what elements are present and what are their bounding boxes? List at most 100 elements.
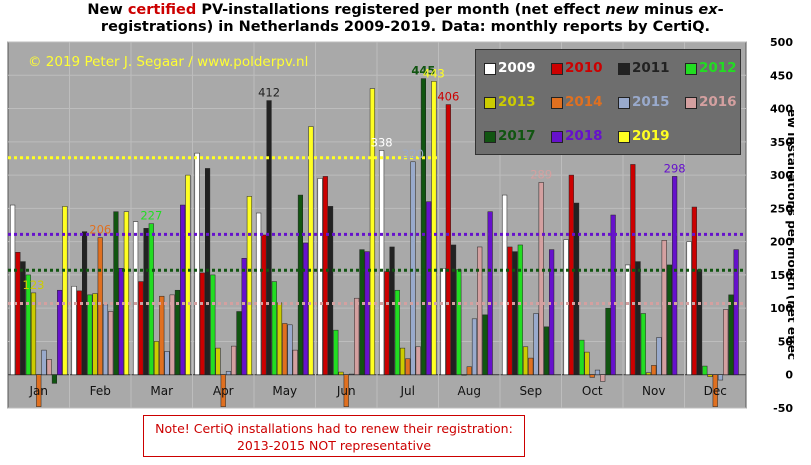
y-tick-label-100: 100	[770, 302, 793, 315]
bar-2009-Feb	[71, 285, 77, 375]
bar-2012-Jul	[394, 289, 400, 375]
bar-2016-Jul	[415, 346, 421, 375]
bar-2014-May	[282, 323, 288, 375]
bar-2017-Jan	[51, 374, 57, 384]
legend-swatch-2011	[618, 63, 630, 75]
y-axis-label: New installations per month (net effect)	[785, 110, 794, 360]
bar-2013-Jun	[338, 371, 344, 375]
svg-text:New installations per month (n: New installations per month (net effect)	[785, 110, 794, 360]
legend-swatch-2017	[484, 131, 496, 143]
bar-2014-Jul	[405, 358, 411, 375]
data-label-2018-Nov: 298	[664, 161, 686, 175]
legend-label-2013: 2013	[498, 94, 536, 110]
bar-2015-Mar	[164, 351, 170, 375]
bar-2010-Oct	[568, 174, 574, 375]
legend-label-2018: 2018	[565, 128, 603, 144]
x-tick-label-Jan: Jan	[29, 384, 49, 398]
bar-2016-Aug	[477, 246, 483, 375]
bar-2013-Jul	[399, 347, 406, 375]
bar-2014-Jan	[36, 374, 42, 407]
bar-2017-Nov	[666, 264, 672, 375]
bar-2013-Dec	[707, 374, 713, 377]
y-tick-label-50: 50	[778, 335, 794, 348]
legend-label-2009: 2009	[498, 60, 536, 76]
legend-swatch-2013	[484, 97, 496, 109]
x-tick-label-Dec: Dec	[704, 384, 727, 398]
x-tick-label-May: May	[272, 384, 297, 398]
bar-2015-Oct	[594, 369, 601, 375]
chart-title-line1: New certified PV-installations registere…	[87, 2, 724, 18]
bar-2018-May	[303, 242, 309, 375]
bar-2016-Sep	[538, 182, 544, 375]
bar-2013-Mar	[153, 341, 160, 375]
bar-2009-Oct	[563, 239, 569, 375]
legend-label-2014: 2014	[565, 94, 603, 110]
bar-2019-Apr	[246, 196, 252, 375]
legend-label-2017: 2017	[498, 128, 536, 144]
y-tick-label-300: 300	[770, 169, 793, 182]
data-label-2013-Jan: 123	[23, 278, 45, 292]
y-tick-label-0: 0	[785, 369, 793, 382]
bar-2009-May	[256, 212, 262, 375]
y-tick-label-450: 450	[770, 69, 793, 82]
bar-2011-Dec	[697, 269, 703, 375]
bar-2017-Dec	[728, 294, 734, 375]
data-label-2009-Jul: 338	[371, 135, 393, 149]
x-tick-label-Nov: Nov	[642, 384, 665, 398]
bar-2017-Aug	[482, 314, 488, 375]
bar-2012-Aug	[456, 269, 462, 375]
bar-2012-Oct	[579, 339, 585, 375]
bar-2017-Jun	[359, 249, 365, 375]
bar-2016-Jun	[354, 297, 360, 375]
bar-2009-Aug	[440, 268, 446, 375]
bar-2011-Oct	[574, 202, 580, 375]
bar-2009-Sep	[502, 194, 508, 375]
bar-2016-Feb	[108, 311, 114, 375]
bar-2016-Nov	[661, 240, 667, 375]
y-tick-label-200: 200	[770, 236, 793, 249]
legend-swatch-2010	[551, 63, 563, 75]
bar-2017-Feb	[113, 211, 119, 375]
bar-2015-Apr	[225, 371, 232, 375]
legend-swatch-2012	[685, 63, 697, 75]
legend-swatch-2014	[551, 97, 563, 109]
legend-swatch-2015	[618, 97, 630, 109]
data-label-2014-Feb: 206	[89, 223, 111, 237]
bar-2018-Aug	[487, 211, 493, 375]
y-tick-label-150: 150	[770, 269, 793, 282]
bar-2015-Jul	[410, 161, 416, 375]
bar-2013-Aug	[461, 374, 467, 376]
bar-2013-Sep	[522, 346, 529, 375]
bar-2017-Apr	[236, 311, 242, 375]
bar-2012-Jun	[333, 329, 339, 375]
bar-2011-Nov	[635, 261, 641, 375]
data-label-2010-Aug: 406	[437, 90, 459, 104]
data-label-2017-Jul: 445	[411, 64, 435, 78]
bar-2015-Dec	[717, 374, 724, 381]
bar-2012-Nov	[640, 313, 646, 375]
bar-2013-Nov	[645, 372, 652, 375]
bar-2019-Feb	[123, 211, 129, 375]
legend-label-2010: 2010	[565, 60, 603, 76]
bar-2017-May	[297, 194, 303, 375]
bar-2017-Sep	[543, 326, 549, 375]
bar-2010-Dec	[691, 206, 697, 375]
bar-2009-Mar	[133, 221, 139, 375]
y-tick-label-500: 500	[770, 36, 793, 49]
bar-2009-Jul	[379, 150, 385, 375]
y-tick-label--50: -50	[773, 402, 793, 415]
bar-2015-Jun	[348, 373, 355, 375]
bar-2010-Aug	[445, 104, 451, 375]
note-line1: Note! CertiQ installations had to renew …	[155, 421, 513, 436]
bar-2018-Dec	[733, 249, 739, 375]
bar-2015-Feb	[102, 304, 109, 375]
bar-2015-Nov	[656, 337, 662, 375]
bar-2010-Jan	[15, 252, 21, 375]
bar-2009-Dec	[686, 241, 692, 375]
bar-2017-Jul	[420, 78, 426, 375]
bar-2018-Jul	[426, 201, 432, 375]
bar-2014-Aug	[466, 366, 472, 375]
legend-swatch-2016	[685, 97, 697, 109]
bar-2011-Jul	[389, 246, 395, 375]
bar-2014-Dec	[712, 374, 718, 407]
